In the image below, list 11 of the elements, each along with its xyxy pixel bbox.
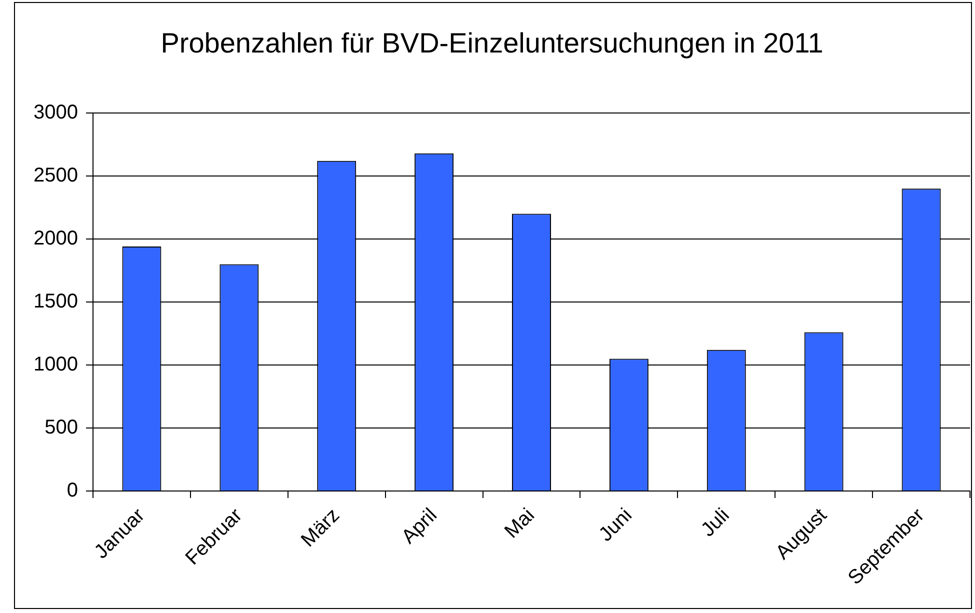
x-tick-label: Mai xyxy=(500,504,539,543)
chart-title: Probenzahlen für BVD-Einzeluntersuchungen in 2011 xyxy=(160,28,824,59)
x-tick-label: Juli xyxy=(697,504,734,542)
y-tick-label: 1500 xyxy=(34,290,78,313)
y-tick-label: 1000 xyxy=(34,354,78,376)
x-tick-label: Juni xyxy=(594,504,636,546)
y-tick-label: 2500 xyxy=(34,164,78,187)
y-tick-label: 2000 xyxy=(34,228,78,250)
y-tick-label: 500 xyxy=(44,416,78,439)
y-tick-label: 3000 xyxy=(34,102,78,124)
y-tick-label: 0 xyxy=(66,480,78,502)
